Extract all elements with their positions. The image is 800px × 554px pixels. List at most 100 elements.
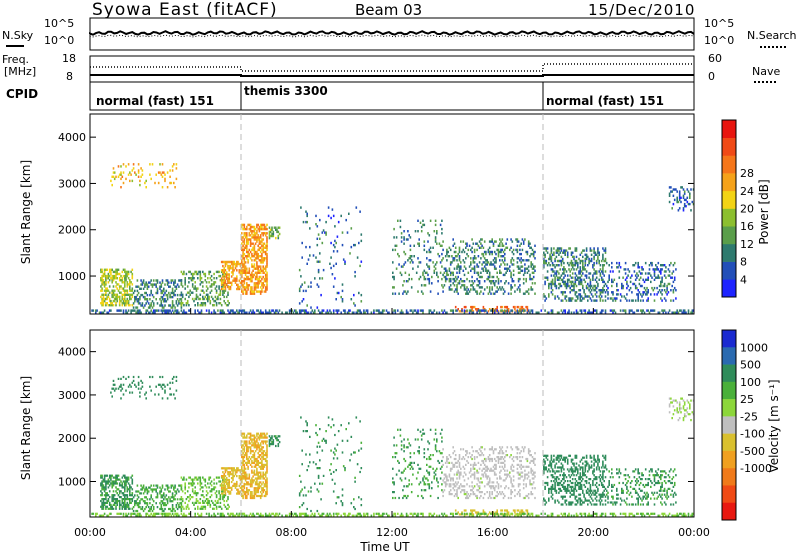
- velocity-cell-1312: [337, 496, 340, 499]
- velocity-cell-1114: [261, 436, 263, 439]
- power-cell-1846: [499, 244, 501, 247]
- power-cell-1194: [266, 236, 268, 239]
- power-cell-979: [253, 273, 256, 277]
- power-cell-392: [168, 281, 170, 284]
- velocity-cell-617: [219, 480, 222, 483]
- power-cell-2119: [544, 295, 546, 298]
- power-cell-2580: [607, 293, 609, 296]
- power-cell-879: [246, 255, 248, 258]
- velocity-cell-433: [178, 484, 180, 487]
- power-cell-1721: [478, 261, 481, 264]
- power-cell-2558: [602, 247, 604, 250]
- power-cell-2274: [565, 286, 568, 290]
- power-cell-269: [137, 302, 140, 305]
- velocity-cell-622: [222, 498, 224, 501]
- power-cell-1811: [493, 282, 496, 285]
- power-cell-597: [215, 291, 218, 294]
- velocity-cell-710: [228, 480, 230, 484]
- power-cell-2212: [558, 286, 560, 290]
- velocity-cell-1246: [306, 430, 308, 433]
- power-cell-1171: [264, 225, 267, 229]
- power-cell-2387: [579, 268, 582, 271]
- power-cell-3096: [451, 309, 453, 312]
- velocity-cell-334: [152, 484, 155, 487]
- power-cell-2462: [589, 259, 592, 263]
- power-cell-2510: [595, 261, 598, 265]
- velocity-cell-316: [149, 502, 151, 505]
- velocity-cell-24: [102, 503, 105, 506]
- velocity-cell-758: [237, 490, 239, 493]
- power-cell-2838: [120, 309, 122, 312]
- velocity-cell-368: [163, 509, 165, 513]
- power-cell-608: [218, 285, 220, 288]
- velocity-cell-648: [227, 498, 229, 501]
- velocity-cell-1063: [258, 477, 261, 480]
- power-cell-3024: [346, 311, 349, 314]
- velocity-cell-1236: [302, 502, 305, 505]
- velocity-cell-1231: [300, 416, 302, 419]
- power-cell-2268: [564, 268, 566, 271]
- power-cell-2151: [549, 253, 551, 256]
- velocity-cell-913: [248, 459, 251, 463]
- power-cell-2505: [595, 286, 598, 290]
- velocity-cell-307: [146, 492, 149, 495]
- power-cell-2389: [579, 261, 582, 265]
- power-cell-1813: [493, 265, 496, 268]
- velocity-cell-1065: [258, 471, 261, 474]
- power-cell-806: [241, 238, 243, 241]
- velocity-cell-1042: [257, 485, 259, 488]
- power-cell-3027: [349, 309, 351, 312]
- velocity-cell-248: [131, 480, 134, 483]
- power-cell-62: [106, 277, 108, 280]
- velocity-cell-647: [227, 503, 229, 506]
- power-cell-805: [241, 242, 243, 245]
- velocity-cell-82: [110, 507, 112, 510]
- power-cell-2763: [660, 272, 662, 275]
- power-cell-1978: [525, 277, 527, 281]
- velocity-cell-1018: [256, 487, 258, 490]
- velocity-cell-978: [253, 487, 256, 490]
- power-cell-3217: [637, 309, 639, 312]
- power-cell-1791: [490, 240, 492, 243]
- power-cell-1581: [453, 259, 456, 262]
- velocity-cell-123: [115, 490, 117, 493]
- power-cell-2469: [590, 259, 593, 263]
- power-cell-1816: [493, 250, 496, 254]
- power-cell-872: [246, 282, 248, 285]
- power-cell-3280: [122, 163, 125, 166]
- power-cell-2675: [637, 289, 639, 292]
- velocity-cell-159: [120, 484, 122, 487]
- power-cell-642: [225, 295, 228, 299]
- power-cell-1625: [461, 284, 463, 287]
- power-cell-2634: [624, 272, 627, 275]
- power-cell-1220: [277, 234, 280, 238]
- power-cell-3015: [332, 309, 335, 312]
- power-cell-515: [197, 295, 199, 299]
- power-cell-1990: [527, 269, 530, 272]
- power-cell-3264: [112, 171, 115, 174]
- velocity-cell-739: [233, 475, 235, 478]
- power-cell-1232: [301, 300, 303, 303]
- power-cell-755: [236, 262, 238, 266]
- power-cell-1609: [458, 271, 461, 274]
- power-cell-44: [105, 304, 107, 307]
- velocity-cell-175: [122, 494, 125, 497]
- velocity-cell-1398: [407, 494, 409, 498]
- velocity-cell-30: [102, 484, 105, 487]
- power-cell-2468: [590, 284, 593, 288]
- power-cell-3210: [628, 311, 631, 314]
- velocity-cell-1229: [300, 490, 302, 493]
- velocity-cell-367: [161, 484, 164, 487]
- velocity-cell-445: [180, 507, 183, 510]
- velocity-cell-827: [242, 432, 244, 435]
- power-cell-2375: [578, 257, 580, 261]
- power-cell-1352: [392, 275, 394, 279]
- velocity-cell-1027: [256, 463, 258, 466]
- power-cell-1409: [409, 255, 412, 258]
- velocity-cell-418: [174, 494, 176, 497]
- velocity-cell-1131: [262, 452, 264, 455]
- velocity-cell-336: [155, 502, 157, 505]
- velocity-cell-671: [223, 488, 225, 491]
- power-cell-2330: [573, 284, 575, 288]
- power-cell-1534: [444, 267, 447, 270]
